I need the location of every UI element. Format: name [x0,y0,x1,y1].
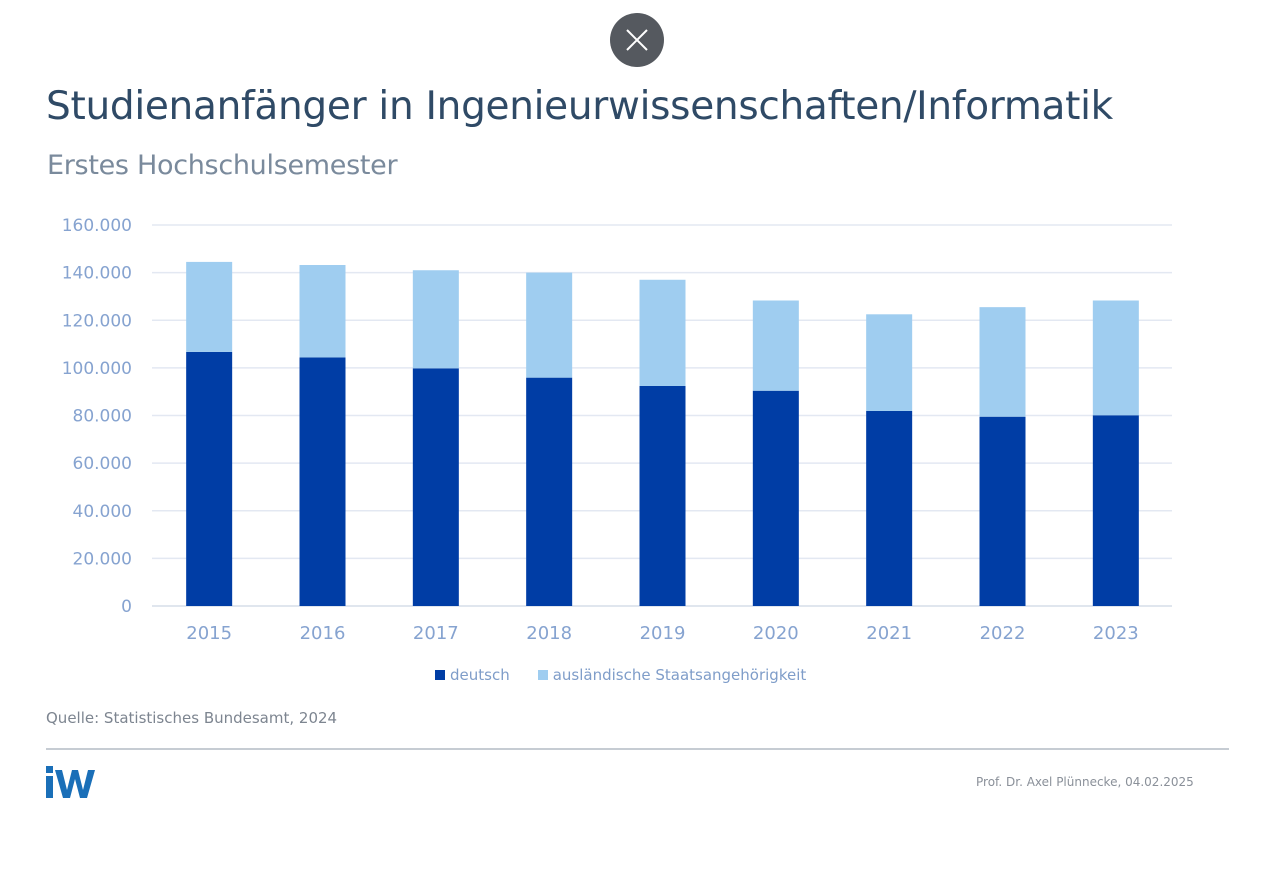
x-tick-label: 2021 [866,623,912,644]
bar-auslaendisch-2021 [866,314,913,411]
footer-divider [46,748,1229,750]
y-axis-tick-labels: 0 20.000 40.000 60.000 80.000 100.000 120.000 1… [62,216,132,617]
x-tick-label: 2019 [640,623,686,644]
y-tick-label: 20.000 [73,549,132,569]
close-button[interactable] [610,13,664,67]
bar-deutsch-2015 [186,351,233,606]
legend-label: ausländische Staatsangehörigkeit [552,666,807,684]
bar-deutsch-2023 [1092,415,1139,606]
y-tick-label: 140.000 [62,264,132,284]
bar-deutsch-2019 [639,385,686,606]
chart-title: Studienanfänger in Ingenieurwissenschaft… [46,84,1113,129]
y-tick-label: 160.000 [62,216,132,236]
iw-logo-icon [46,766,95,798]
bars [186,261,1139,606]
author-date: Prof. Dr. Axel Plünnecke, 04.02.2025 [976,775,1194,789]
bar-auslaendisch-2020 [752,300,799,391]
legend-label: deutsch [450,666,510,684]
x-tick-label: 2020 [753,623,799,644]
bar-auslaendisch-2023 [1092,300,1139,416]
bar-deutsch-2018 [526,377,573,606]
bar-auslaendisch-2018 [526,272,573,378]
bar-auslaendisch-2015 [186,261,233,352]
y-tick-label: 120.000 [62,311,132,331]
bar-deutsch-2020 [752,390,799,606]
legend-item-auslaendisch: ausländische Staatsangehörigkeit [537,666,807,684]
stacked-bar-chart: 0 20.000 40.000 60.000 80.000 100.000 120.000 1… [62,216,1172,644]
bar-auslaendisch-2016 [299,265,346,358]
close-icon [626,29,648,51]
y-tick-label: 0 [121,597,132,617]
y-tick-label: 100.000 [62,359,132,379]
bar-deutsch-2022 [979,416,1026,606]
bar-auslaendisch-2017 [412,270,459,369]
iw-logo [45,766,95,804]
legend-swatch-deutsch [435,670,445,680]
bar-deutsch-2016 [299,357,346,606]
legend: deutsch ausländische Staatsangehörigkeit [435,666,834,684]
y-tick-label: 40.000 [73,502,132,522]
x-tick-label: 2022 [980,623,1026,644]
bar-auslaendisch-2019 [639,279,686,386]
x-tick-label: 2015 [186,623,232,644]
x-tick-label: 2018 [526,623,572,644]
x-tick-label: 2016 [300,623,346,644]
legend-swatch-auslaendisch [537,670,548,680]
y-tick-label: 80.000 [73,407,132,427]
y-tick-label: 60.000 [73,454,132,474]
x-axis-tick-labels: 2015 2016 2017 2018 2019 2020 2021 2022 2023 [186,623,1138,644]
x-tick-label: 2017 [413,623,459,644]
bar-deutsch-2017 [412,368,459,606]
source-note: Quelle: Statistisches Bundesamt, 2024 [46,709,338,727]
legend-item-deutsch: deutsch [435,666,510,684]
bar-auslaendisch-2022 [979,307,1026,417]
x-tick-label: 2023 [1093,623,1139,644]
bar-deutsch-2021 [866,410,913,606]
chart-subtitle: Erstes Hochschulsemester [47,150,398,181]
